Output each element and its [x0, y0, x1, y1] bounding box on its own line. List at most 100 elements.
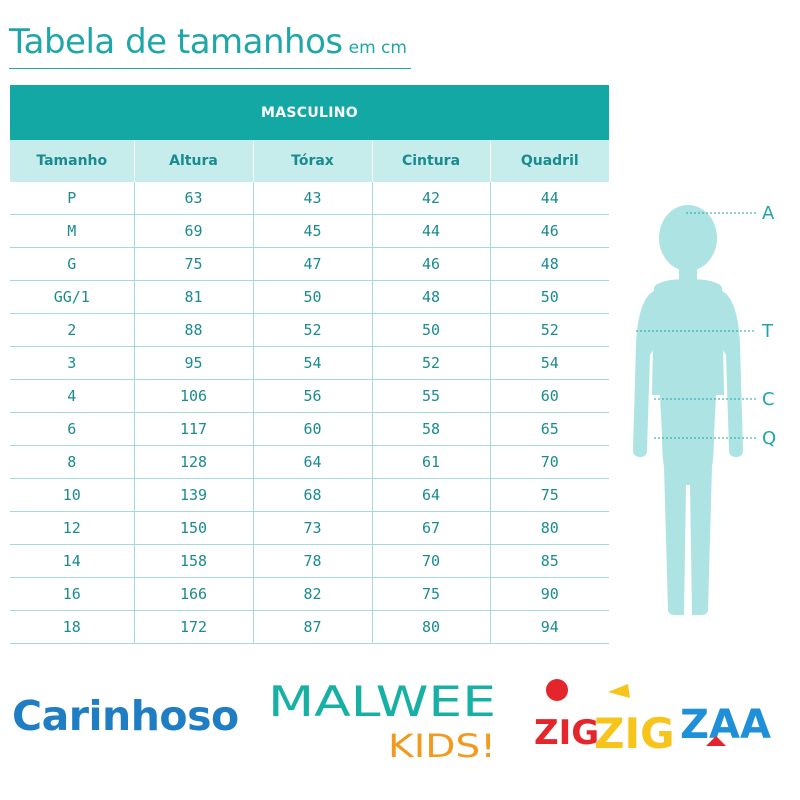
marker-label-c: C [762, 389, 775, 410]
table-cell: 46 [489, 214, 609, 248]
table-cell: 50 [252, 280, 372, 314]
table-cell: 70 [371, 544, 490, 578]
table-cell: 158 [133, 544, 253, 578]
table-cell: 69 [133, 214, 253, 248]
table-cell: 58 [371, 412, 490, 446]
table-cell: 90 [489, 577, 609, 611]
table-cell: 80 [489, 511, 609, 545]
table-cell: 14 [10, 544, 134, 578]
table-cell: 94 [489, 610, 609, 644]
table-row: GG/1 81 50 48 50 [10, 280, 609, 314]
table-cell: 56 [252, 379, 372, 413]
table-cell: 54 [252, 346, 372, 380]
table-cell: 70 [489, 445, 609, 479]
table-cell: 150 [133, 511, 253, 545]
brand-logos: Carinhoso MALWEE KIDS! ZIG ZIG ZAA [0, 660, 800, 770]
column-header: Altura [133, 140, 253, 182]
table-cell: 80 [371, 610, 490, 644]
table-cell: 87 [252, 610, 372, 644]
yellow-triangle-icon [608, 684, 630, 698]
table-row: 16 166 82 75 90 [10, 577, 609, 611]
table-row: M 69 45 44 46 [10, 214, 609, 248]
table-row: 10 139 68 64 75 [10, 478, 609, 512]
column-header: Quadril [489, 140, 609, 182]
title-text: Tabela de tamanhos [9, 22, 343, 62]
table-row: 4 106 56 55 60 [10, 379, 609, 413]
table-cell: 65 [489, 412, 609, 446]
red-dot-icon [546, 679, 568, 701]
table-cell: 48 [489, 247, 609, 281]
table-cell: 52 [489, 313, 609, 347]
table-cell: 64 [371, 478, 490, 512]
table-row: G 75 47 46 48 [10, 247, 609, 281]
marker-label-q: Q [762, 428, 776, 449]
table-cell: 48 [371, 280, 490, 314]
column-header: Cintura [371, 140, 490, 182]
red-triangle-icon [706, 736, 726, 746]
table-cell: G [10, 247, 134, 281]
zaa-word: ZAA [680, 702, 771, 748]
zigzigzaa-logo: ZIG ZIG ZAA [534, 679, 771, 758]
zig-word-2: ZIG [594, 709, 675, 758]
table-cell: 117 [133, 412, 253, 446]
table-cell: 95 [133, 346, 253, 380]
table-cell: 75 [133, 247, 253, 281]
table-cell: 44 [371, 214, 490, 248]
table-cell: 44 [489, 182, 609, 215]
table-cell: 52 [252, 313, 372, 347]
table-cell: 78 [252, 544, 372, 578]
table-cell: 43 [252, 182, 372, 215]
table-cell: 54 [489, 346, 609, 380]
table-row: 2 88 52 50 52 [10, 313, 609, 347]
table-cell: GG/1 [10, 280, 134, 314]
table-cell: 3 [10, 346, 134, 380]
table-cell: M [10, 214, 134, 248]
table-cell: 60 [252, 412, 372, 446]
table-cell: 61 [371, 445, 490, 479]
table-row: 3 95 54 52 54 [10, 346, 609, 380]
table-cell: 46 [371, 247, 490, 281]
table-row: 12 150 73 67 80 [10, 511, 609, 545]
table-cell: 10 [10, 478, 134, 512]
malwee-kids-logo: MALWEE KIDS! [268, 677, 496, 764]
measure-lines [636, 212, 756, 439]
table-cell: 8 [10, 445, 134, 479]
table-row: 18 172 87 80 94 [10, 610, 609, 644]
table-cell: 50 [371, 313, 490, 347]
table-cell: 4 [10, 379, 134, 413]
carinhoso-logo: Carinhoso [12, 692, 239, 740]
marker-label-t: T [761, 321, 774, 342]
table-row: 14 158 78 70 85 [10, 544, 609, 578]
table-cell: 52 [371, 346, 490, 380]
table-cell: 73 [252, 511, 372, 545]
table-cell: 18 [10, 610, 134, 644]
table-cell: 67 [371, 511, 490, 545]
malwee-wordmark: MALWEE [268, 677, 496, 726]
table-cell: 55 [371, 379, 490, 413]
table-cell: 82 [252, 577, 372, 611]
table-cell: 75 [371, 577, 490, 611]
column-header: Tórax [252, 140, 372, 182]
size-table: MASCULINO Tamanho Altura Tórax Cintura Quadr… [10, 85, 609, 644]
table-row: 8 128 64 61 70 [10, 445, 609, 479]
table-cell: 172 [133, 610, 253, 644]
table-cell: 50 [489, 280, 609, 314]
table-row: P 63 43 42 44 [10, 182, 609, 215]
child-silhouette-icon [633, 205, 743, 615]
table-cell: 139 [133, 478, 253, 512]
table-cell: 63 [133, 182, 253, 215]
group-label: MASCULINO [10, 85, 609, 140]
table-cell: 81 [133, 280, 253, 314]
table-cell: 88 [133, 313, 253, 347]
table-cell: 16 [10, 577, 134, 611]
column-header: Tamanho [10, 140, 134, 182]
child-silhouette-figure: A T C Q [633, 203, 776, 615]
table-cell: 68 [252, 478, 372, 512]
table-cell: 128 [133, 445, 253, 479]
table-cell: 60 [489, 379, 609, 413]
table-cell: 47 [252, 247, 372, 281]
table-group-header: MASCULINO [10, 85, 609, 140]
table-cell: 106 [133, 379, 253, 413]
table-cell: P [10, 182, 134, 215]
table-cell: 64 [252, 445, 372, 479]
